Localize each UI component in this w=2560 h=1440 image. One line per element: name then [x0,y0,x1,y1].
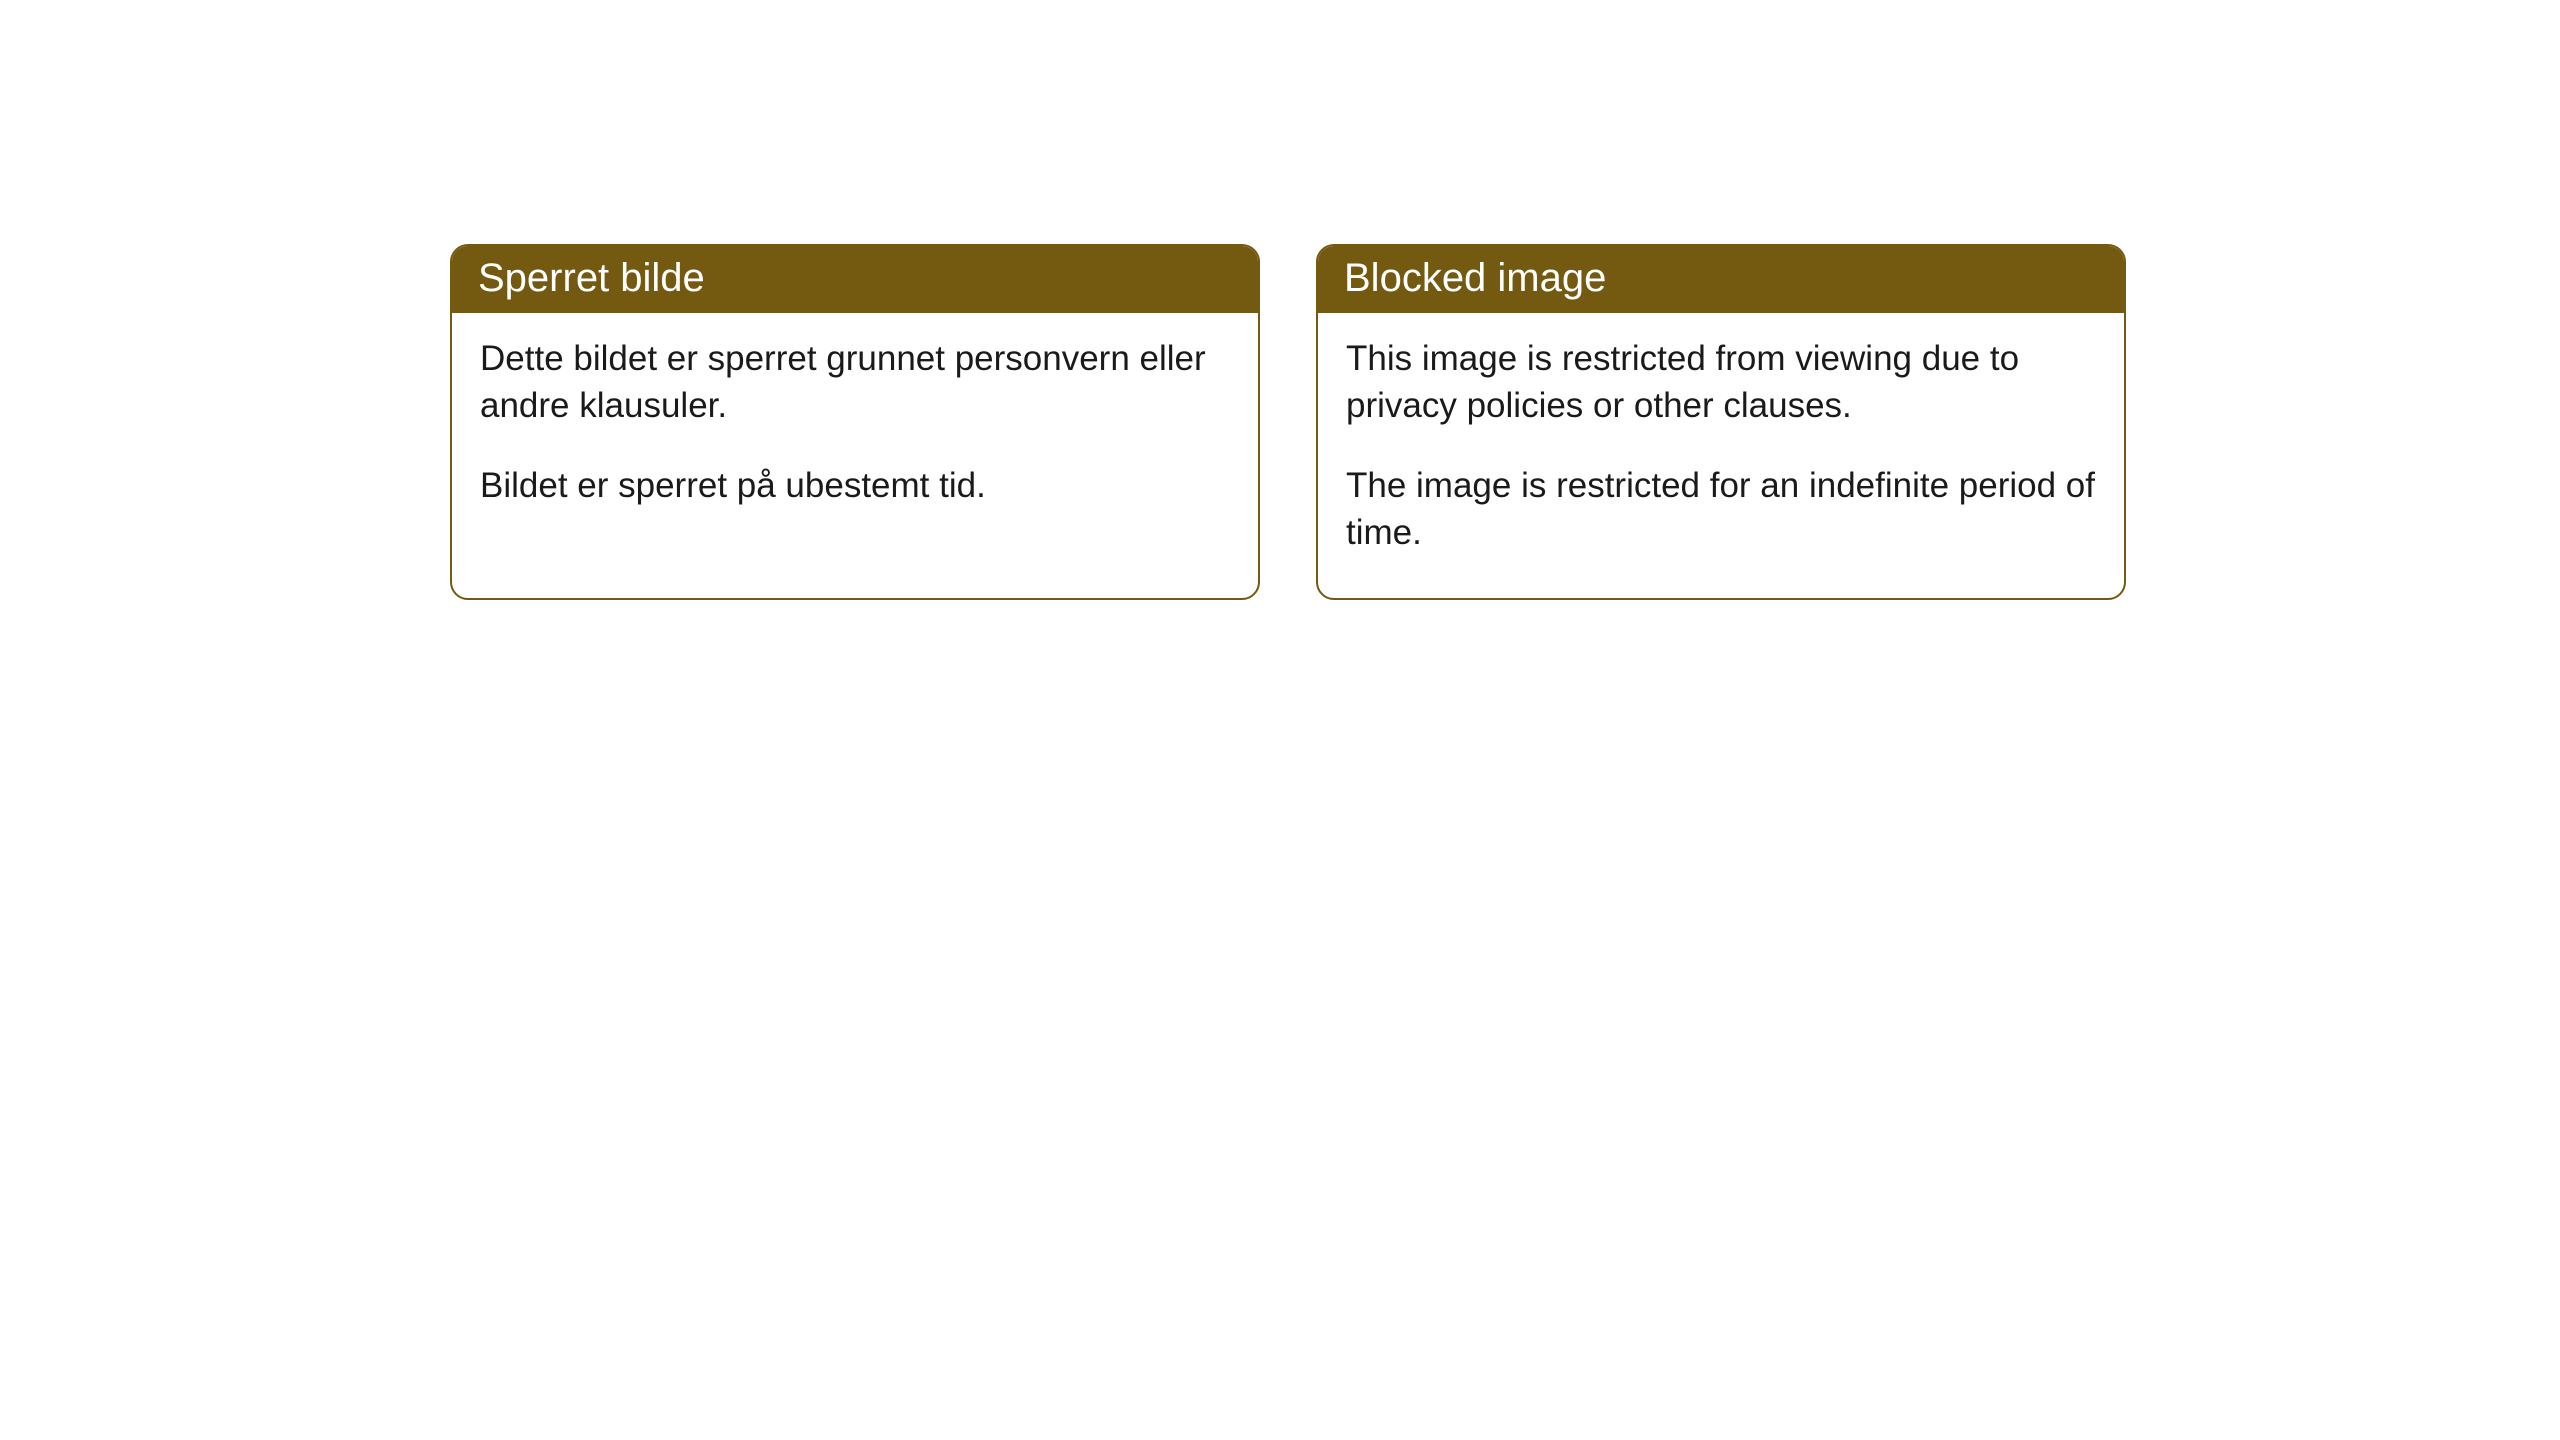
card-paragraph: The image is restricted for an indefinit… [1346,462,2096,557]
card-paragraph: Dette bildet er sperret grunnet personve… [480,335,1230,430]
card-english: Blocked image This image is restricted f… [1316,244,2126,600]
card-norwegian: Sperret bilde Dette bildet er sperret gr… [450,244,1260,600]
card-paragraph: Bildet er sperret på ubestemt tid. [480,462,1230,509]
card-body: Dette bildet er sperret grunnet personve… [452,313,1258,551]
cards-container: Sperret bilde Dette bildet er sperret gr… [450,244,2126,600]
card-header: Blocked image [1318,246,2124,313]
card-paragraph: This image is restricted from viewing du… [1346,335,2096,430]
card-header: Sperret bilde [452,246,1258,313]
card-body: This image is restricted from viewing du… [1318,313,2124,598]
